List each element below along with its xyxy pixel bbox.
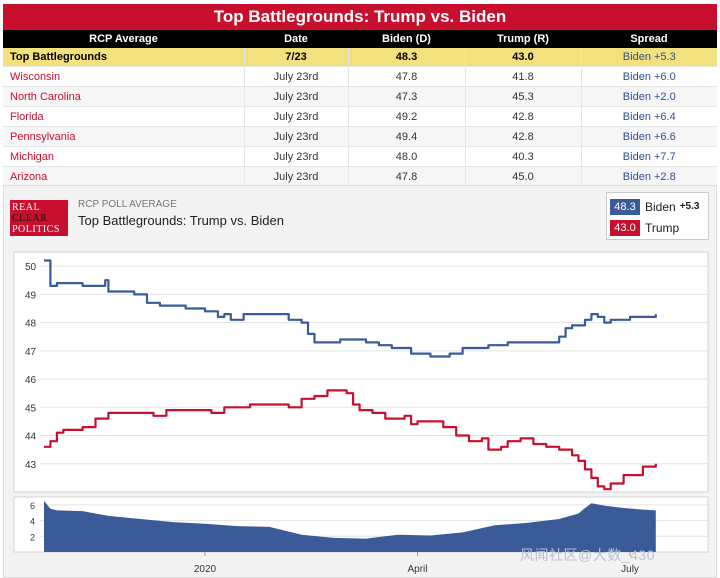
col-header-trump[interactable]: Trump (R) — [465, 30, 581, 48]
row-trump: 42.8 — [464, 106, 581, 127]
table-row: Michigan July 23rd 48.0 40.3 Biden +7.7 — [3, 146, 717, 167]
rcp-logo[interactable]: REAL CLEAR POLITICS — [10, 200, 68, 236]
row-date: July 23rd — [243, 86, 348, 107]
main-plot-area — [13, 251, 709, 493]
col-header-rcp-average[interactable]: RCP Average — [3, 30, 244, 48]
row-biden: 47.8 — [347, 66, 465, 87]
logo-line-politics: POLITICS — [12, 224, 60, 235]
table-row: Arizona July 23rd 47.8 45.0 Biden +2.8 — [3, 166, 717, 187]
page-title: Top Battlegrounds: Trump vs. Biden — [3, 4, 717, 30]
row-spread: Biden +6.4 — [580, 106, 717, 127]
average-row: Top Battlegrounds 7/23 48.3 43.0 Biden +… — [3, 48, 717, 67]
y-tick-label: 48 — [25, 319, 37, 330]
row-spread: Biden +6.0 — [580, 66, 717, 87]
row-trump: 45.0 — [464, 166, 581, 187]
state-link[interactable]: Wisconsin — [3, 66, 244, 87]
chart-title: Top Battlegrounds: Trump vs. Biden — [78, 213, 284, 228]
x-tick-label: April — [408, 564, 428, 575]
y-tick-label: 45 — [25, 403, 37, 414]
table-row: North Carolina July 23rd 47.3 45.3 Biden… — [3, 86, 717, 107]
table-row: Florida July 23rd 49.2 42.8 Biden +6.4 — [3, 106, 717, 127]
row-biden: 47.3 — [347, 86, 465, 107]
average-biden: 48.3 — [347, 48, 465, 67]
average-spread: Biden +5.3 — [580, 48, 717, 67]
average-trump: 43.0 — [464, 48, 581, 67]
col-header-date[interactable]: Date — [244, 30, 348, 48]
table-header-row: RCP Average Date Biden (D) Trump (R) Spr… — [3, 30, 717, 48]
row-date: July 23rd — [243, 146, 348, 167]
row-spread: Biden +6.6 — [580, 126, 717, 147]
x-tick-label: July — [621, 564, 639, 575]
row-trump: 41.8 — [464, 66, 581, 87]
row-trump: 40.3 — [464, 146, 581, 167]
state-link[interactable]: Pennsylvania — [3, 126, 244, 147]
legend-trump-value: 43.0 — [610, 219, 640, 236]
series-line-biden — [44, 259, 657, 358]
col-header-biden[interactable]: Biden (D) — [348, 30, 465, 48]
legend-biden-value: 48.3 — [610, 198, 640, 215]
row-date: July 23rd — [243, 66, 348, 87]
state-link[interactable]: North Carolina — [3, 86, 244, 107]
row-biden: 49.2 — [347, 106, 465, 127]
y-tick-label: 43 — [25, 460, 37, 471]
y-tick-label: 47 — [25, 347, 37, 358]
row-biden: 49.4 — [347, 126, 465, 147]
spread-y-tick-label: 4 — [30, 517, 35, 527]
y-tick-label: 49 — [25, 290, 37, 301]
row-trump: 42.8 — [464, 126, 581, 147]
poll-table: RCP Average Date Biden (D) Trump (R) Spr… — [3, 30, 717, 187]
row-date: July 23rd — [243, 126, 348, 147]
legend-biden[interactable]: 48.3 Biden +5.3 — [610, 198, 699, 215]
row-date: July 23rd — [243, 106, 348, 127]
table-row: Pennsylvania July 23rd 49.4 42.8 Biden +… — [3, 126, 717, 147]
watermark-text: 风闻社区@大数_430 — [520, 547, 655, 563]
legend-biden-name: Biden — [645, 199, 676, 214]
legend-trump-name: Trump — [645, 220, 680, 235]
y-tick-label: 44 — [25, 432, 37, 443]
average-date: 7/23 — [243, 48, 348, 67]
row-trump: 45.3 — [464, 86, 581, 107]
spread-y-tick-label: 2 — [30, 532, 35, 542]
state-link[interactable]: Florida — [3, 106, 244, 127]
y-tick-label: 50 — [25, 262, 37, 273]
row-spread: Biden +2.0 — [580, 86, 717, 107]
row-spread: Biden +2.8 — [580, 166, 717, 187]
row-biden: 48.0 — [347, 146, 465, 167]
row-date: July 23rd — [243, 166, 348, 187]
average-state: Top Battlegrounds — [3, 48, 244, 67]
series-line-trump — [44, 389, 657, 491]
row-biden: 47.8 — [347, 166, 465, 187]
legend-biden-spread: +5.3 — [679, 201, 700, 212]
chart-subtitle: RCP POLL AVERAGE — [78, 199, 177, 210]
spread-area — [44, 500, 656, 552]
state-link[interactable]: Arizona — [3, 166, 244, 187]
y-tick-label: 46 — [25, 375, 37, 386]
table-row: Wisconsin July 23rd 47.8 41.8 Biden +6.0 — [3, 66, 717, 87]
state-link[interactable]: Michigan — [3, 146, 244, 167]
chart-legend: 48.3 Biden +5.3 43.0 Trump — [606, 192, 709, 240]
legend-trump[interactable]: 43.0 Trump — [610, 219, 679, 236]
logo-line-clear: CLEAR — [12, 213, 48, 224]
spread-y-tick-label: 6 — [30, 501, 35, 511]
col-header-spread[interactable]: Spread — [581, 30, 717, 48]
logo-line-real: REAL — [12, 202, 41, 213]
x-tick-label: 2020 — [194, 564, 217, 575]
row-spread: Biden +7.7 — [580, 146, 717, 167]
